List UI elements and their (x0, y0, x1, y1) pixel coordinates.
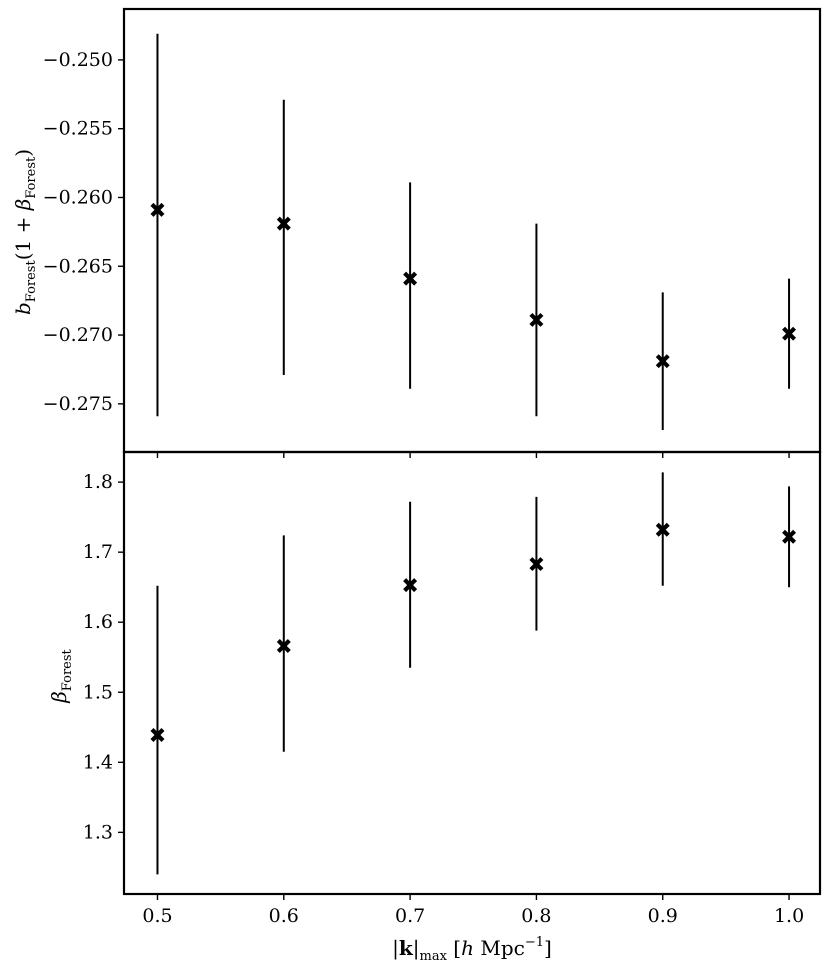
bottom-data-point (276, 639, 291, 654)
top-y-tick-label: −0.250 (43, 49, 113, 71)
bottom-y-tick-label: 1.8 (83, 471, 113, 493)
top-data-point (655, 354, 670, 369)
x-tick-label: 0.6 (269, 905, 299, 927)
top-y-tick-label: −0.275 (43, 393, 113, 415)
top-panel: −0.250 −0.255 −0.260 −0.265 −0.270 −0.275 (43, 7, 822, 458)
top-data-point (529, 312, 544, 327)
bottom-y-axis-label: βForest (47, 648, 75, 703)
x-axis-label: |k|max [h Mpc−1] (392, 935, 552, 964)
top-y-tick-label: −0.255 (43, 118, 113, 140)
bottom-panel-frame (122, 450, 822, 896)
top-data-point (276, 216, 291, 231)
top-panel-frame (122, 7, 822, 454)
x-tick-label: 0.9 (648, 905, 678, 927)
x-tick-label: 1.0 (774, 905, 804, 927)
bottom-data-point (529, 557, 544, 572)
bottom-data-point (150, 728, 165, 742)
bottom-y-tick-label: 1.4 (83, 751, 113, 773)
x-tick-label: 0.7 (395, 905, 425, 927)
top-y-tick-label: −0.270 (43, 324, 113, 346)
bottom-data-point (655, 522, 670, 537)
bottom-panel: 1.3 1.4 1.5 1.6 1.7 1.8 (83, 450, 822, 900)
bottom-y-tick-label: 1.5 (83, 681, 113, 703)
x-tick-label: 0.8 (521, 905, 551, 927)
x-tick-label: 0.5 (142, 905, 172, 927)
top-y-axis-label: bForest(1 + βForest) (11, 149, 39, 315)
top-y-tick-label: −0.260 (43, 186, 113, 208)
bottom-data-point (782, 529, 797, 544)
top-data-point (782, 326, 797, 341)
top-y-tick-label: −0.265 (43, 255, 113, 277)
bottom-y-tick-label: 1.3 (83, 821, 113, 843)
top-data-point (403, 271, 418, 286)
x-axis-ticks: 0.5 0.6 0.7 0.8 0.9 1.0 (142, 905, 804, 927)
bottom-y-tick-label: 1.6 (83, 611, 113, 633)
bottom-y-tick-label: 1.7 (83, 541, 113, 563)
bottom-data-point (403, 578, 418, 593)
top-data-point (150, 202, 165, 217)
